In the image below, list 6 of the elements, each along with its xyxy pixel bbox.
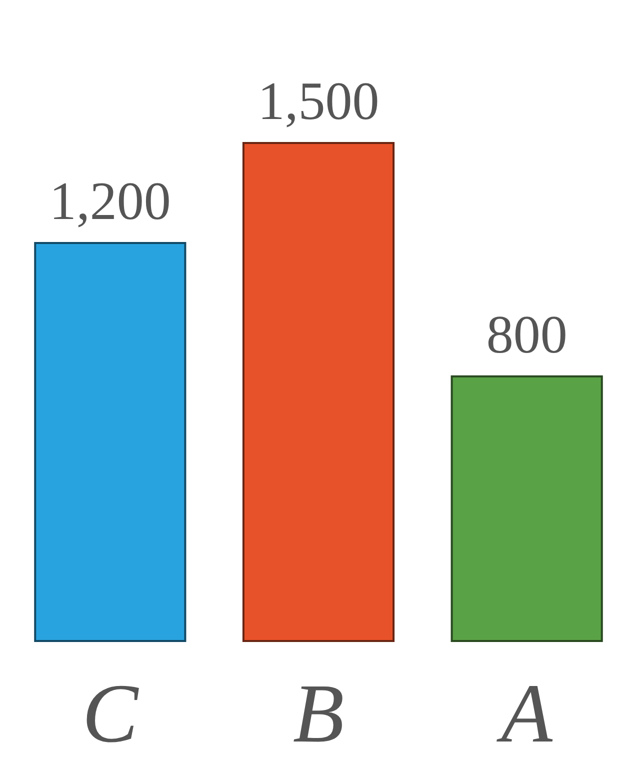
x-tick-label: C (82, 668, 140, 760)
data-label: 800 (486, 304, 568, 364)
x-tick-label: B (292, 668, 344, 760)
data-label: 1,200 (49, 171, 171, 231)
data-label: 1,500 (258, 71, 380, 131)
x-tick-label: A (496, 668, 554, 760)
